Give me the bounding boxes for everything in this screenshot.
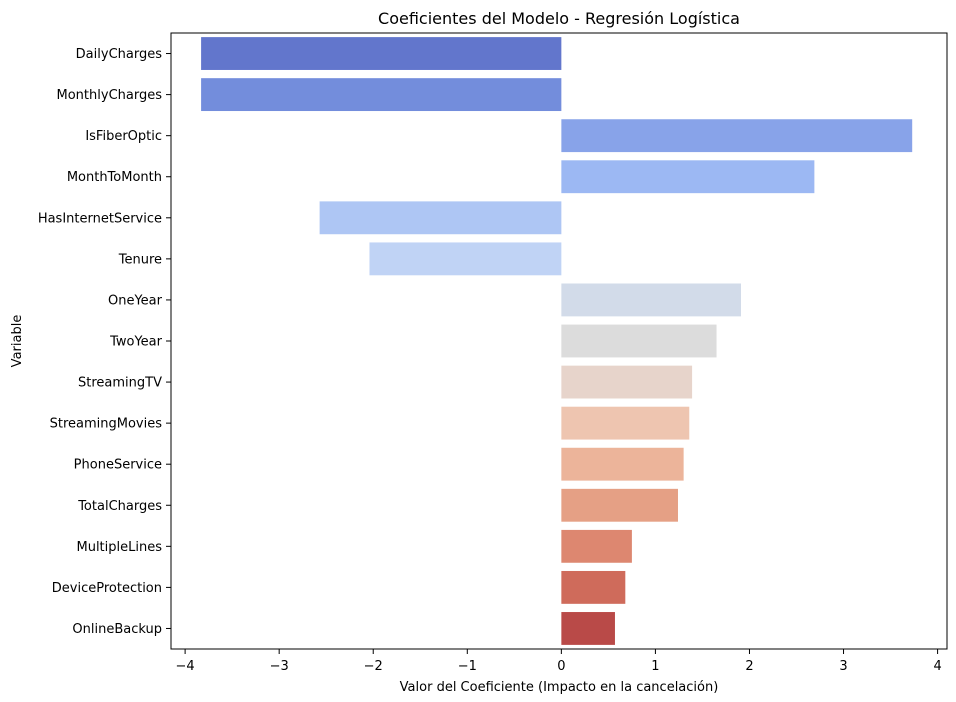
y-tick-label: DailyCharges (76, 47, 163, 62)
y-tick-label: HasInternetService (38, 211, 162, 226)
y-tick-label: DeviceProtection (52, 581, 162, 596)
x-tick-label: −1 (458, 659, 477, 674)
bar-totalcharges (561, 488, 678, 522)
y-tick-label: IsFiberOptic (85, 129, 162, 144)
x-tick-label: 3 (839, 659, 847, 674)
bar-streamingmovies (561, 406, 690, 440)
x-tick-label: 0 (557, 659, 565, 674)
bar-oneyear (561, 283, 742, 317)
x-tick-label: −2 (364, 659, 383, 674)
bar-streamingtv (561, 365, 693, 399)
bar-deviceprotection (561, 570, 626, 604)
y-tick-label: TwoYear (109, 335, 163, 350)
chart-title: Coeficientes del Modelo - Regresión Logí… (378, 9, 740, 28)
bar-hasinternetservice (319, 201, 562, 235)
bar-multiplelines (561, 529, 632, 563)
x-tick-label: 1 (651, 659, 659, 674)
x-tick-label: −4 (176, 659, 195, 674)
y-axis-label: Variable (10, 315, 25, 368)
y-tick-label: OneYear (108, 293, 163, 308)
bar-dailycharges (201, 37, 562, 70)
y-tick-label: StreamingMovies (50, 417, 163, 432)
y-tick-label: MonthToMonth (67, 170, 162, 185)
x-tick-label: −3 (270, 659, 289, 674)
y-tick-label: StreamingTV (78, 376, 162, 391)
y-tick-label: MonthlyCharges (57, 88, 163, 103)
y-tick-label: MultipleLines (76, 540, 162, 555)
bar-monthlycharges (201, 78, 562, 112)
x-tick-label: 4 (933, 659, 941, 674)
bar-twoyear (561, 324, 717, 358)
axes-frame (170, 32, 948, 650)
bar-onlinebackup (561, 612, 615, 645)
y-tick-label: Tenure (118, 252, 162, 267)
bar-isfiberoptic (561, 119, 913, 153)
y-tick-label: OnlineBackup (72, 622, 162, 637)
bar-tenure (369, 242, 562, 276)
y-tick-label: TotalCharges (77, 499, 162, 514)
bar-monthtomonth (561, 160, 815, 194)
plot-area: DailyCharges MonthlyCharges IsFiberOptic Mo… (38, 37, 942, 674)
x-axis-label: Valor del Coeficiente (Impacto en la can… (400, 680, 719, 695)
y-tick-label: PhoneService (74, 458, 162, 473)
x-tick-label: 2 (745, 659, 753, 674)
bar-phoneservice (561, 447, 684, 481)
